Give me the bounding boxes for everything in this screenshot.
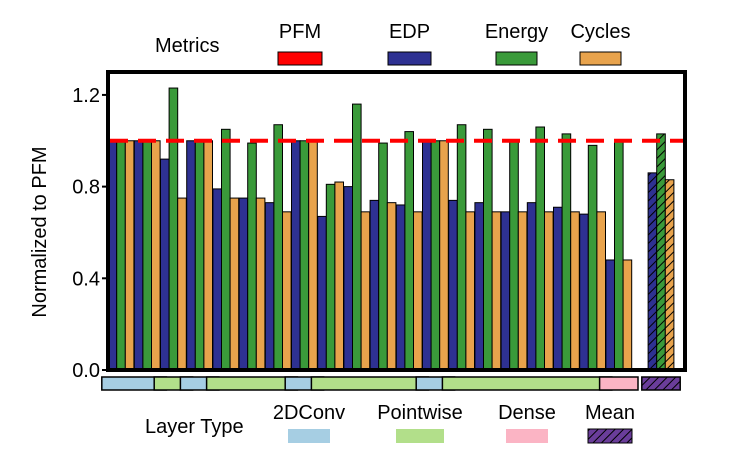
bar-edp	[500, 211, 511, 371]
bar-cycles	[622, 259, 633, 371]
legend-swatch-cycles	[579, 51, 622, 66]
legend-swatch-edp	[387, 51, 432, 66]
bar-edp	[369, 199, 380, 371]
bar-energy	[587, 144, 598, 371]
bar-edp	[238, 197, 249, 371]
layer-band-mean	[641, 376, 681, 391]
bar-edp	[264, 202, 275, 371]
layer-legend-label-dense: Dense	[498, 402, 556, 424]
bar-edp	[395, 204, 406, 371]
bar-edp	[212, 188, 222, 371]
plot-frame	[106, 70, 687, 372]
bar-energy	[194, 140, 205, 371]
layer-band-pointwise	[310, 376, 430, 391]
bar-edp	[553, 206, 563, 371]
bar-cycles	[255, 197, 266, 371]
bar-edp	[317, 215, 327, 371]
bar-cycles	[360, 211, 371, 371]
legend-swatch-energy	[495, 51, 538, 66]
bar-cycles	[124, 140, 135, 371]
bar-edp	[448, 199, 458, 371]
bar-cycles	[229, 197, 240, 371]
bar-energy	[656, 133, 666, 371]
bar-cycles	[151, 140, 161, 371]
bar-edp	[474, 202, 484, 371]
y-axis-label: Normalized to PFM	[29, 146, 51, 317]
bar-edp	[343, 186, 353, 371]
bar-edp	[647, 172, 658, 371]
bar-energy	[352, 103, 362, 371]
plot-area: 0.0 0.4 0.8 1.2	[72, 70, 687, 382]
layer-legend-swatch-mean	[587, 428, 633, 444]
bar-edp	[526, 202, 537, 371]
bar-cycles	[308, 140, 318, 371]
bar-energy	[561, 133, 572, 371]
y-tick-label: 0.8	[72, 177, 100, 199]
bar-cycles	[386, 202, 397, 371]
layer-legend-label-2dconv: 2DConv	[273, 402, 345, 424]
layer-legend-label-mean: Mean	[585, 402, 635, 424]
layer-type-legend: Layer Type 2DConv Pointwise Dense Mean	[145, 402, 635, 444]
bar-edp	[422, 140, 432, 371]
bar-edp	[605, 259, 616, 371]
bar-energy	[168, 87, 179, 371]
layer-legend-swatch-dense	[506, 429, 548, 443]
bar-energy	[509, 140, 519, 371]
bar-cycles	[596, 211, 607, 371]
bar-energy	[273, 124, 283, 371]
bar-cycles	[282, 211, 292, 371]
bar-edp	[186, 140, 196, 371]
bar-cycles	[570, 211, 580, 371]
bar-energy	[378, 142, 388, 371]
bar-cycles	[517, 211, 528, 371]
bar-edp	[160, 158, 170, 371]
y-tick-label: 1.2	[72, 85, 100, 107]
bar-energy	[404, 131, 414, 371]
legend-swatch-pfm	[277, 51, 323, 66]
y-tick-label: 0.0	[72, 360, 100, 382]
bar-energy	[614, 140, 624, 371]
metrics-legend: Metrics PFM EDP Energy Cycles	[155, 21, 631, 66]
bar-edp	[579, 213, 589, 371]
bar-cycles	[334, 181, 344, 371]
legend-label-edp: EDP	[389, 21, 430, 43]
legend-label-energy: Energy	[485, 21, 548, 43]
bar-cycles	[177, 197, 187, 371]
bar-energy	[483, 128, 493, 371]
bar-cycles	[544, 211, 554, 371]
layer-legend-label-pointwise: Pointwise	[377, 402, 463, 424]
bar-energy	[430, 140, 441, 371]
y-tick-label: 0.4	[72, 268, 100, 290]
bar-energy	[535, 126, 546, 371]
bar-energy	[299, 140, 310, 371]
layer-band-dense	[598, 376, 639, 391]
bar-cycles	[413, 211, 423, 371]
bar-cycles	[203, 140, 213, 371]
layer-legend-swatch-pointwise	[396, 429, 444, 443]
legend-label-pfm: PFM	[279, 21, 321, 43]
bar-cycles	[465, 211, 475, 371]
layer-band-pointwise	[441, 376, 613, 391]
bar-energy	[142, 140, 152, 371]
layer-band-pointwise	[205, 376, 299, 391]
bar-energy	[456, 124, 467, 371]
bar-edp	[291, 140, 301, 371]
bar-cycles	[439, 140, 449, 371]
bar-energy	[221, 128, 231, 371]
bar-edp	[133, 140, 144, 371]
metrics-legend-title: Metrics	[155, 35, 219, 57]
layer-type-strip	[101, 376, 681, 391]
bar-energy	[325, 183, 336, 371]
bar-energy	[247, 142, 257, 371]
layer-legend-swatch-2dconv	[288, 429, 330, 443]
bar-cycles	[664, 179, 675, 371]
bar-cycles	[491, 211, 502, 371]
legend-label-cycles: Cycles	[570, 21, 630, 43]
bar-energy	[116, 140, 126, 371]
layer-type-legend-title: Layer Type	[145, 416, 244, 438]
